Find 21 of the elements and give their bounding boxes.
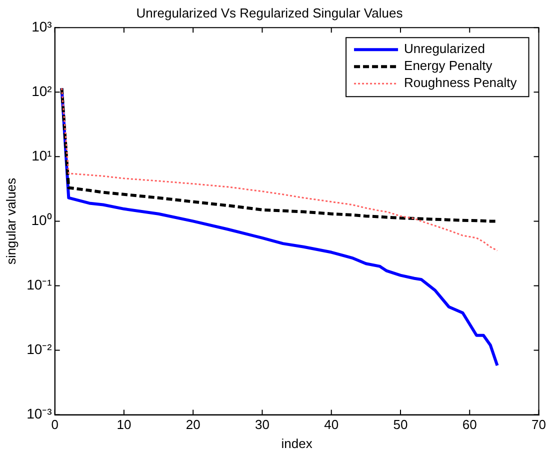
y-tick-label: 10¹: [32, 148, 52, 164]
y-tick-label: 10⁻³: [26, 406, 52, 422]
x-tick-label: 10: [116, 417, 132, 432]
x-tick-label: 70: [532, 417, 546, 432]
y-tick-label: 10²: [32, 82, 52, 99]
x-tick-label: 0: [51, 417, 58, 432]
legend-label: Unregularized: [404, 41, 485, 56]
chart-title: Unregularized Vs Regularized Singular Values: [136, 5, 404, 20]
y-tick-label: 10⁻²: [26, 341, 52, 358]
x-tick-label: 50: [393, 417, 408, 432]
x-tick-label: 40: [324, 417, 339, 432]
legend-label: Roughness Penalty: [404, 75, 518, 90]
x-tick-label: 30: [255, 417, 270, 432]
x-tick-label: 60: [462, 417, 477, 432]
y-tick-label: 10⁻¹: [26, 276, 52, 293]
x-tick-label: 20: [186, 417, 200, 432]
legend-label: Energy Penalty: [404, 58, 493, 74]
y-tick-label: 10⁰: [31, 212, 52, 228]
y-tick-label: 10³: [32, 18, 52, 34]
x-axis-title: index: [281, 436, 313, 451]
y-axis-title: singular values: [3, 177, 18, 265]
